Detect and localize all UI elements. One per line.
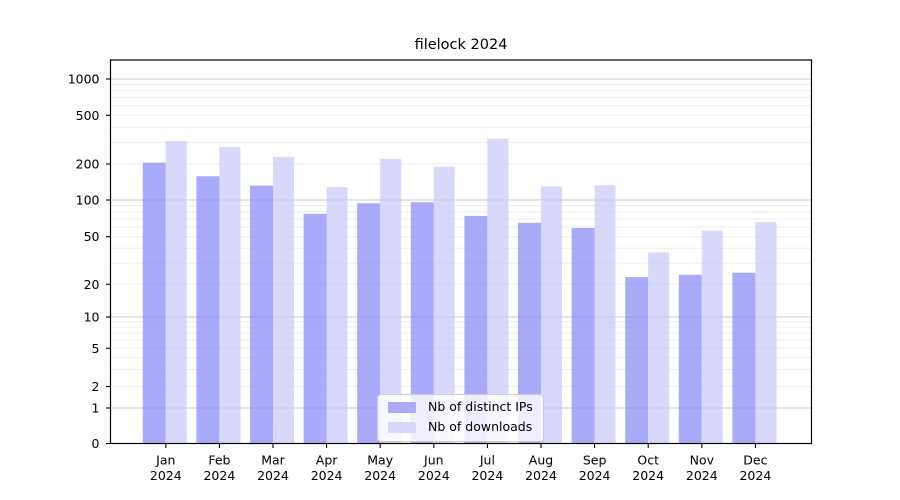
x-tick-label-year-jun: 2024 (418, 468, 450, 483)
bar-distinct-ips-apr (303, 213, 327, 444)
x-tick-label-year-mar: 2024 (257, 468, 289, 483)
x-tick-label-month-nov: Nov (690, 453, 715, 468)
x-tick-label-year-dec: 2024 (739, 468, 771, 483)
bar-distinct-ips-oct (625, 277, 649, 444)
bar-downloads-dec (755, 222, 777, 444)
y-tick-label-200: 200 (76, 157, 100, 172)
y-tick-label-0: 0 (92, 436, 100, 451)
y-tick-label-10: 10 (84, 310, 100, 325)
x-tick-label-month-apr: Apr (316, 453, 338, 468)
y-tick-label-20: 20 (84, 277, 100, 292)
plot-border (109, 59, 813, 445)
y-tick-label-1000: 1000 (68, 72, 100, 87)
x-tick-label-year-oct: 2024 (632, 468, 664, 483)
x-tick-label-year-may: 2024 (364, 468, 396, 483)
x-tick-label-year-feb: 2024 (203, 468, 235, 483)
bar-downloads-jun (433, 166, 455, 444)
bar-distinct-ips-dec (732, 272, 756, 444)
legend-item-downloads: Nb of downloads (388, 420, 535, 435)
bar-distinct-ips-sep (571, 227, 595, 444)
bar-distinct-ips-jul (464, 215, 488, 444)
bar-distinct-ips-may (357, 203, 381, 444)
y-tick-label-100: 100 (76, 193, 100, 208)
bar-downloads-feb (219, 147, 241, 444)
x-tick-label-year-nov: 2024 (686, 468, 718, 483)
x-tick-label-year-jul: 2024 (471, 468, 503, 483)
x-tick-label-year-aug: 2024 (525, 468, 557, 483)
y-tick-label-2: 2 (92, 379, 100, 394)
legend-swatch-distinct-ips-icon (388, 402, 416, 413)
y-tick-label-5: 5 (92, 341, 100, 356)
x-tick-label-month-may: May (367, 453, 393, 468)
x-tick-label-month-jan: Jan (155, 453, 175, 468)
bar-downloads-apr (326, 187, 348, 444)
legend-swatch-downloads-icon (388, 422, 416, 433)
bar-downloads-mar (273, 157, 294, 444)
x-tick-label-month-feb: Feb (208, 453, 230, 468)
bar-downloads-aug (541, 186, 562, 444)
bar-downloads-nov (701, 230, 723, 444)
y-tick-label-1: 1 (92, 401, 100, 416)
legend: Nb of distinct IPs Nb of downloads (377, 394, 544, 442)
x-tick-label-month-mar: Mar (261, 453, 285, 468)
bar-downloads-jan (165, 141, 187, 444)
y-tick-label-50: 50 (84, 229, 100, 244)
bar-distinct-ips-jan (142, 162, 166, 444)
bar-distinct-ips-jun (410, 202, 434, 444)
x-tick-label-month-jun: Jun (423, 453, 444, 468)
bar-distinct-ips-mar (250, 185, 273, 444)
bar-downloads-may (380, 158, 402, 444)
y-tick-label-500: 500 (76, 108, 100, 123)
bar-downloads-jul (487, 138, 509, 444)
x-tick-label-month-dec: Dec (743, 453, 767, 468)
x-tick-label-month-jul: Jul (479, 453, 495, 468)
x-tick-label-year-apr: 2024 (311, 468, 343, 483)
bar-distinct-ips-feb (196, 176, 220, 444)
legend-item-distinct-ips: Nb of distinct IPs (388, 400, 535, 415)
x-tick-label-year-sep: 2024 (579, 468, 611, 483)
x-tick-label-month-aug: Aug (529, 453, 553, 468)
legend-label-distinct-ips: Nb of distinct IPs (428, 399, 533, 415)
x-tick-label-month-oct: Oct (637, 453, 659, 468)
legend-label-downloads: Nb of downloads (428, 419, 533, 435)
bar-distinct-ips-aug (518, 222, 541, 444)
x-tick-label-year-jan: 2024 (150, 468, 182, 483)
x-tick-label-month-sep: Sep (583, 453, 607, 468)
bar-downloads-oct (648, 252, 670, 444)
bar-downloads-sep (594, 185, 616, 444)
bar-distinct-ips-nov (678, 274, 702, 444)
